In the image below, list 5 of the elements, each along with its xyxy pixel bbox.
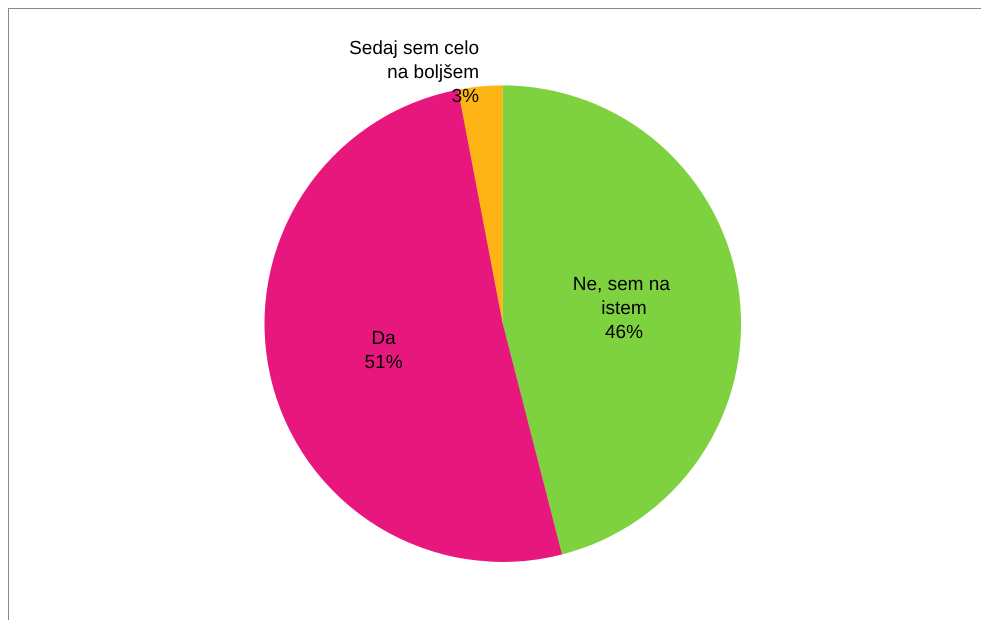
data-label: 51% (364, 352, 403, 373)
slice-label: Ne, sem na istem (572, 274, 676, 319)
slice-label: Da (371, 328, 396, 349)
data-label: 46% (604, 322, 644, 343)
slice-label: Sedaj sem celo na boljšem (349, 38, 480, 83)
